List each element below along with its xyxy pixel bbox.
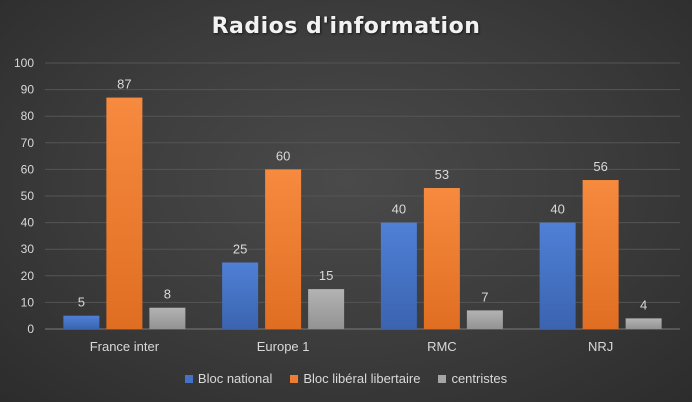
legend: Bloc national Bloc libéral libertaire cent… <box>0 371 692 386</box>
legend-item: centristes <box>438 371 507 386</box>
x-tick-label: Europe 1 <box>257 339 310 354</box>
data-label: 40 <box>392 202 406 217</box>
data-label: 56 <box>593 159 607 174</box>
legend-swatch <box>290 374 299 383</box>
bar-rmc-series-0 <box>380 222 417 329</box>
data-label: 25 <box>233 242 247 257</box>
bars <box>63 97 662 329</box>
y-tick-label: 60 <box>21 162 35 176</box>
legend-swatch <box>184 374 193 383</box>
y-tick-label: 30 <box>21 242 35 256</box>
y-tick-label: 90 <box>21 83 35 97</box>
y-tick-label: 100 <box>14 56 34 70</box>
data-label: 60 <box>276 148 290 163</box>
x-tick-label: RMC <box>427 339 457 354</box>
legend-swatch <box>438 374 447 383</box>
bar-france-inter-series-2 <box>149 307 186 329</box>
data-labels: 5 87 8 25 60 15 40 53 7 40 56 4 <box>78 77 647 313</box>
legend-label: centristes <box>451 371 508 386</box>
x-tick-label: NRJ <box>588 339 613 354</box>
y-tick-label: 10 <box>21 295 35 309</box>
data-label: 53 <box>435 167 449 182</box>
data-label: 8 <box>164 287 171 302</box>
chart-title: Radios d'information <box>211 14 481 39</box>
x-axis-ticks: France inter Europe 1 RMC NRJ <box>90 339 614 354</box>
y-tick-label: 40 <box>21 216 35 230</box>
bar-europe-1-series-1 <box>265 169 302 329</box>
y-tick-label: 80 <box>21 109 35 123</box>
bar-france-inter-series-0 <box>63 315 100 329</box>
data-label: 4 <box>640 297 647 312</box>
data-label: 87 <box>117 77 131 92</box>
bar-rmc-series-2 <box>466 310 503 329</box>
y-tick-label: 0 <box>27 322 34 336</box>
gridlines <box>45 62 680 330</box>
bar-france-inter-series-1 <box>106 97 143 329</box>
data-label: 40 <box>550 202 564 217</box>
y-axis-ticks: 0 10 20 30 40 50 60 70 80 90 100 <box>14 56 34 336</box>
data-label: 7 <box>481 289 488 304</box>
legend-label: Bloc national <box>197 371 273 386</box>
bar-nrj-series-0 <box>539 222 576 329</box>
bar-europe-1-series-0 <box>222 262 259 329</box>
y-tick-label: 20 <box>21 269 35 283</box>
y-tick-label: 70 <box>21 136 35 150</box>
bar-rmc-series-1 <box>423 188 460 329</box>
bar-europe-1-series-2 <box>308 289 345 329</box>
data-label: 15 <box>319 268 333 283</box>
legend-item: Bloc national <box>184 371 273 386</box>
bar-nrj-series-1 <box>582 180 619 329</box>
legend-item: Bloc libéral libertaire <box>290 371 420 386</box>
y-tick-label: 50 <box>21 189 35 203</box>
data-label: 5 <box>78 295 85 310</box>
x-tick-label: France inter <box>90 339 160 354</box>
legend-label: Bloc libéral libertaire <box>303 371 421 386</box>
bar-nrj-series-2 <box>625 318 662 329</box>
